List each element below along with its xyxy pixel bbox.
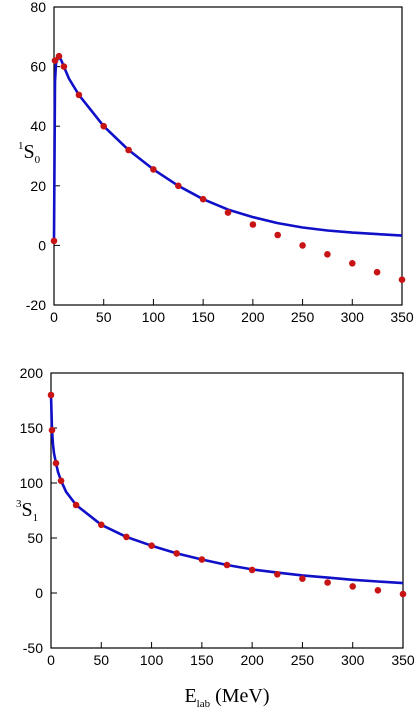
data-point-1s0-1-9 bbox=[224, 209, 232, 216]
ytick-label-3s1-0: -50 bbox=[23, 640, 43, 656]
data-point-3s1-1-3 bbox=[57, 477, 65, 485]
data-point-3s1-1-5 bbox=[98, 521, 105, 529]
xlabel-sub: lab bbox=[197, 698, 211, 710]
xtick-label-1s0-1: 50 bbox=[96, 309, 112, 325]
data-point-3s1-1-6 bbox=[123, 533, 130, 541]
xlabel-unit: (MeV) bbox=[210, 685, 269, 707]
xtick-label-1s0-5: 250 bbox=[291, 309, 315, 325]
data-point-1s0-1-12 bbox=[299, 242, 306, 249]
xtick-label-1s0-6: 300 bbox=[341, 309, 365, 325]
ylabel-3s1-sub: 1 bbox=[33, 512, 39, 524]
plot-frame-3s1 bbox=[50, 372, 404, 649]
xtick-label-3s1-1: 50 bbox=[93, 652, 109, 668]
data-point-3s1-1-7 bbox=[148, 542, 155, 549]
ytick-label-1s0-1: 0 bbox=[38, 237, 46, 253]
data-point-1s0-1-8 bbox=[199, 195, 207, 203]
marks-1s0 bbox=[50, 52, 406, 284]
ylabel-1s0-main: S bbox=[24, 141, 35, 163]
data-point-3s1-1-0 bbox=[47, 391, 55, 399]
ytick-label-3s1-1: 0 bbox=[35, 585, 43, 601]
ytick-label-1s0-4: 60 bbox=[30, 59, 46, 75]
data-point-3s1-1-11 bbox=[248, 566, 256, 574]
fit-line-3s1 bbox=[49, 394, 404, 585]
data-point-1s0-2-0 bbox=[50, 237, 58, 245]
data-point-3s1-1-1 bbox=[48, 426, 56, 434]
data-point-3s1-1-14 bbox=[324, 579, 331, 586]
xtick-label-1s0-2: 100 bbox=[142, 309, 166, 325]
data-point-3s1-1-16 bbox=[374, 587, 382, 594]
data-point-1s0-1-0 bbox=[51, 57, 59, 64]
data-point-1s0-1-11 bbox=[274, 231, 282, 239]
ytick-label-3s1-5: 200 bbox=[20, 365, 44, 381]
data-point-1s0-1-16 bbox=[398, 276, 406, 284]
data-point-3s1-1-10 bbox=[223, 561, 231, 569]
marks-3s1 bbox=[47, 391, 407, 598]
data-point-1s0-1-10 bbox=[249, 221, 257, 228]
xtick-label-3s1-2: 100 bbox=[140, 652, 164, 668]
plot-frame-1s0 bbox=[53, 6, 403, 306]
xtick-label-3s1-3: 150 bbox=[190, 652, 214, 668]
ytick-label-1s0-3: 40 bbox=[30, 118, 46, 134]
ytick-label-1s0-0: -20 bbox=[26, 297, 46, 313]
xtick-label-3s1-4: 200 bbox=[240, 652, 264, 668]
xtick-label-1s0-4: 200 bbox=[241, 309, 265, 325]
ylabel-3s1-sup: 3 bbox=[16, 498, 22, 510]
ytick-label-3s1-3: 100 bbox=[20, 475, 44, 491]
xtick-label-1s0-3: 150 bbox=[191, 309, 215, 325]
data-point-1s0-1-4 bbox=[100, 122, 107, 130]
data-point-3s1-1-15 bbox=[349, 583, 357, 590]
xtick-label-3s1-5: 250 bbox=[291, 652, 315, 668]
data-point-1s0-1-1 bbox=[55, 52, 63, 60]
data-point-3s1-1-12 bbox=[274, 571, 281, 578]
data-point-1s0-1-2 bbox=[60, 63, 68, 70]
xtick-label-3s1-0: 0 bbox=[47, 652, 55, 668]
xtick-label-3s1-6: 300 bbox=[341, 652, 365, 668]
ylabel-3s1-main: S bbox=[22, 499, 33, 521]
data-point-3s1-1-13 bbox=[299, 575, 306, 582]
data-point-3s1-1-2 bbox=[52, 459, 60, 467]
ytick-label-3s1-2: 50 bbox=[27, 530, 43, 546]
ylabel-3s1: 3S1 bbox=[16, 498, 38, 524]
xtick-label-1s0-7: 350 bbox=[390, 309, 414, 325]
ylabel-1s0-sub: 0 bbox=[35, 154, 41, 166]
ytick-label-1s0-2: 20 bbox=[30, 178, 46, 194]
data-point-3s1-1-4 bbox=[72, 501, 80, 509]
data-point-1s0-1-13 bbox=[324, 251, 331, 258]
xtick-label-1s0-0: 0 bbox=[50, 309, 58, 325]
data-point-3s1-1-9 bbox=[198, 556, 206, 563]
ylabel-1s0: 1S0 bbox=[18, 140, 41, 166]
data-point-1s0-1-14 bbox=[349, 260, 356, 267]
ytick-label-1s0-5: 80 bbox=[30, 0, 46, 15]
ytick-label-3s1-4: 150 bbox=[20, 420, 44, 436]
xlabel-main: E bbox=[184, 685, 196, 707]
data-point-3s1-1-8 bbox=[173, 550, 180, 557]
data-point-3s1-1-17 bbox=[399, 590, 407, 598]
data-point-1s0-1-15 bbox=[373, 268, 381, 276]
data-point-1s0-1-5 bbox=[125, 146, 132, 154]
data-point-1s0-1-3 bbox=[75, 91, 83, 99]
ylabel-1s0-sup: 1 bbox=[18, 140, 24, 152]
xtick-label-3s1-7: 350 bbox=[391, 652, 415, 668]
data-point-1s0-1-6 bbox=[150, 166, 157, 173]
xlabel-3s1: Elab (MeV) bbox=[184, 685, 269, 710]
data-point-1s0-1-7 bbox=[175, 182, 182, 190]
